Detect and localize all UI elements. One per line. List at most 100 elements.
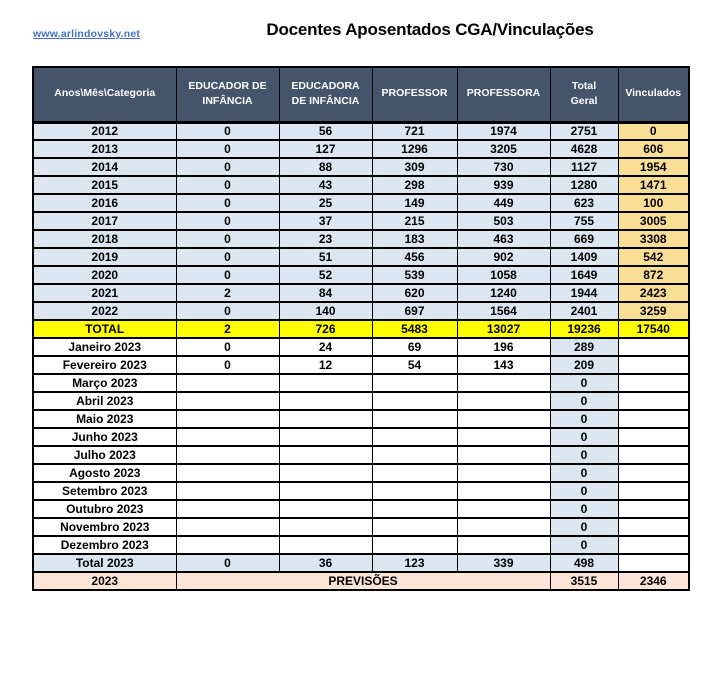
cell-educador-de-infancia: 0 xyxy=(175,553,280,573)
cell-educador-de-infancia: 0 xyxy=(175,193,280,213)
cell-vinculados: 1471 xyxy=(617,175,690,195)
cell-professora: 463 xyxy=(456,229,551,249)
table-row: 2021 2 84 620 1240 1944 2423 xyxy=(32,283,690,303)
table-row: Junho 2023 0 xyxy=(32,427,690,447)
cell-educadora-de-infancia: 12 xyxy=(278,355,373,375)
cell-vinculados xyxy=(617,535,690,555)
cell-professora xyxy=(456,517,551,537)
cell-total-geral: 19236 xyxy=(549,319,619,339)
cell-educador-de-infancia xyxy=(175,517,280,537)
cell-educador-de-infancia: 0 xyxy=(175,355,280,375)
cell-professora: 13027 xyxy=(456,319,551,339)
table-row: 2012 0 56 721 1974 2751 0 xyxy=(32,121,690,141)
cell-educadora-de-infancia: 88 xyxy=(278,157,373,177)
cell-total-geral: 0 xyxy=(549,535,619,555)
cell-educador-de-infancia: 0 xyxy=(175,337,280,357)
cell-educador-de-infancia xyxy=(175,427,280,447)
table-row: 2023 PREVISÕES 3515 2346 xyxy=(32,571,690,591)
table-row: Fevereiro 2023 0 12 54 143 209 xyxy=(32,355,690,375)
cell-vinculados: 3005 xyxy=(617,211,690,231)
row-label: 2018 xyxy=(32,229,177,249)
cell-professora xyxy=(456,391,551,411)
cell-vinculados: 0 xyxy=(617,121,690,141)
cell-professora xyxy=(456,445,551,465)
row-label: Outubro 2023 xyxy=(32,499,177,519)
cell-vinculados xyxy=(617,445,690,465)
cell-educador-de-infancia: 2 xyxy=(175,283,280,303)
cell-vinculados: 17540 xyxy=(617,319,690,339)
cell-educador-de-infancia xyxy=(175,373,280,393)
row-label: Abril 2023 xyxy=(32,391,177,411)
column-header-educadora-de-infancia: EDUCADORA DE INFÂNCIA xyxy=(278,66,373,124)
cell-total-geral: 2401 xyxy=(549,301,619,321)
table-row: 2022 0 140 697 1564 2401 3259 xyxy=(32,301,690,321)
cell-total-geral: 0 xyxy=(549,517,619,537)
row-label: 2015 xyxy=(32,175,177,195)
cell-vinculados: 3259 xyxy=(617,301,690,321)
cell-professor: 183 xyxy=(371,229,458,249)
table-body: 2012 0 56 721 1974 2751 0 2013 0 127 1296 3205 4628 6… xyxy=(32,121,690,591)
table-row: 2013 0 127 1296 3205 4628 606 xyxy=(32,139,690,159)
cell-professora: 1058 xyxy=(456,265,551,285)
cell-professora xyxy=(456,481,551,501)
site-link[interactable]: www.arlindovsky.net xyxy=(33,28,141,40)
cell-total-geral: 1409 xyxy=(549,247,619,267)
cell-professor xyxy=(371,463,458,483)
cell-total-geral: 1127 xyxy=(549,157,619,177)
cell-educadora-de-infancia: 23 xyxy=(278,229,373,249)
cell-professor: 620 xyxy=(371,283,458,303)
cell-professor: 215 xyxy=(371,211,458,231)
cell-educadora-de-infancia: 43 xyxy=(278,175,373,195)
cell-professor xyxy=(371,427,458,447)
table-row: Março 2023 0 xyxy=(32,373,690,393)
table-row: Novembro 2023 0 xyxy=(32,517,690,537)
cell-professora xyxy=(456,499,551,519)
row-label: 2016 xyxy=(32,193,177,213)
cell-educadora-de-infancia xyxy=(278,445,373,465)
cell-educador-de-infancia: 0 xyxy=(175,139,280,159)
row-label: Julho 2023 xyxy=(32,445,177,465)
cell-professor: 309 xyxy=(371,157,458,177)
table-row: Janeiro 2023 0 24 69 196 289 xyxy=(32,337,690,357)
row-label: Novembro 2023 xyxy=(32,517,177,537)
cell-educador-de-infancia xyxy=(175,409,280,429)
cell-total-geral: 1649 xyxy=(549,265,619,285)
cell-educadora-de-infancia xyxy=(278,373,373,393)
cell-total-geral: 1944 xyxy=(549,283,619,303)
row-label: Setembro 2023 xyxy=(32,481,177,501)
cell-vinculados: 100 xyxy=(617,193,690,213)
column-header-total-geral: Total Geral xyxy=(549,66,619,124)
cell-total-geral: 289 xyxy=(549,337,619,357)
row-label: 2017 xyxy=(32,211,177,231)
cell-total-geral: 0 xyxy=(549,373,619,393)
cell-professor: 149 xyxy=(371,193,458,213)
cell-professora xyxy=(456,535,551,555)
header-row: Anos\Mês\Categoria EDUCADOR DE INFÂNCIA … xyxy=(32,66,690,124)
cell-total-geral: 4628 xyxy=(549,139,619,159)
column-header-professor: PROFESSOR xyxy=(371,66,458,124)
row-label: 2019 xyxy=(32,247,177,267)
row-label: Março 2023 xyxy=(32,373,177,393)
row-label: 2023 xyxy=(32,571,177,591)
cell-professor: 721 xyxy=(371,121,458,141)
cell-vinculados xyxy=(617,553,690,573)
cell-educadora-de-infancia xyxy=(278,481,373,501)
cell-vinculados xyxy=(617,499,690,519)
cell-educadora-de-infancia: 36 xyxy=(278,553,373,573)
row-label: TOTAL xyxy=(32,319,177,339)
cell-educador-de-infancia: 0 xyxy=(175,211,280,231)
table-row: 2015 0 43 298 939 1280 1471 xyxy=(32,175,690,195)
cell-professor: 539 xyxy=(371,265,458,285)
cell-professor xyxy=(371,373,458,393)
cell-professor: 298 xyxy=(371,175,458,195)
cell-educadora-de-infancia: 726 xyxy=(278,319,373,339)
cell-educadora-de-infancia xyxy=(278,499,373,519)
column-header-educador-de-infancia: EDUCADOR DE INFÂNCIA xyxy=(175,66,280,124)
cell-professora xyxy=(456,427,551,447)
cell-educador-de-infancia: 0 xyxy=(175,265,280,285)
row-label: Agosto 2023 xyxy=(32,463,177,483)
cell-vinculados: 2423 xyxy=(617,283,690,303)
row-label: Dezembro 2023 xyxy=(32,535,177,555)
cell-vinculados xyxy=(617,391,690,411)
